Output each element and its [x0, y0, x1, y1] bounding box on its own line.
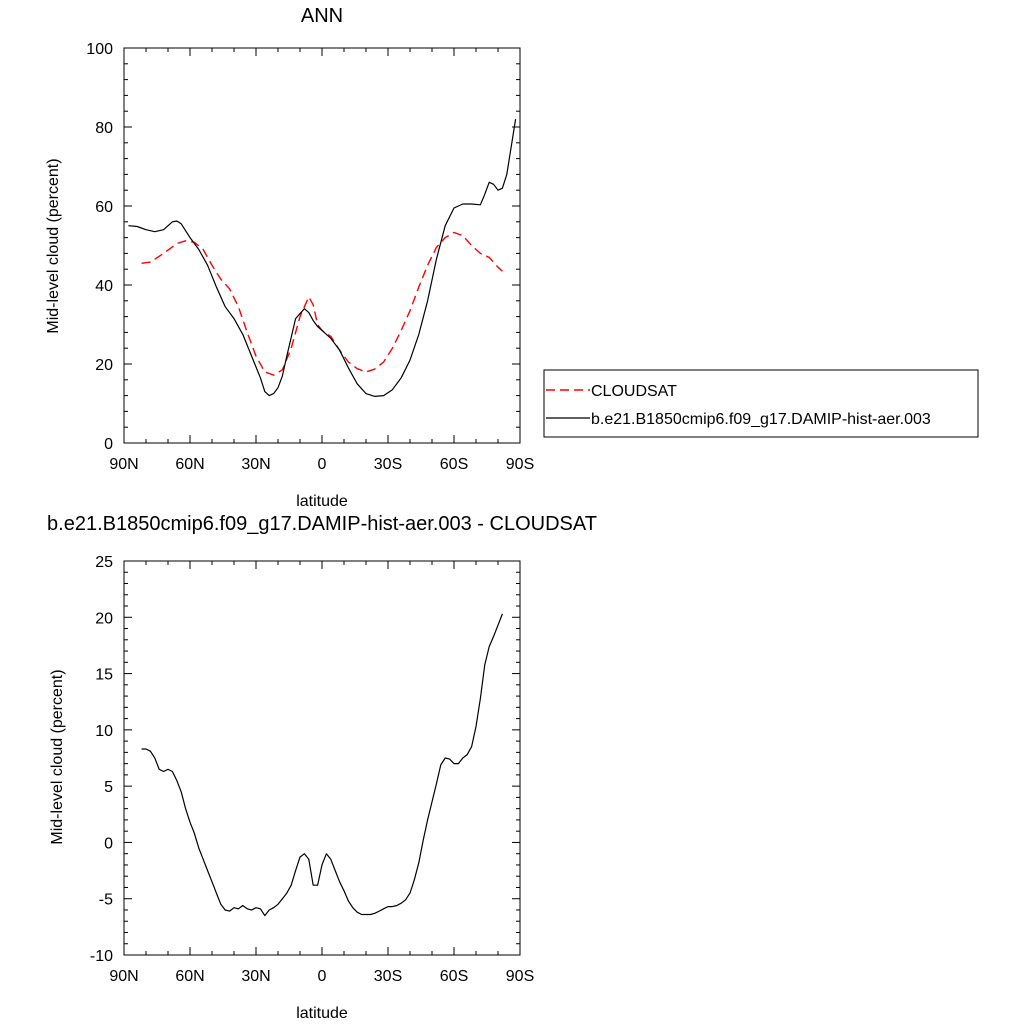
top-chart: ANN 90N 60N 30N 0 30S 60S 90S 0 20 40 60 80 100 lati… [45, 5, 534, 510]
y-tick-label: 0 [104, 835, 113, 852]
chart-title: b.e21.B1850cmip6.f09_g17.DAMIP-hist-aer.… [47, 513, 597, 535]
y-tick-label: 25 [95, 554, 113, 571]
y-tick-label: 0 [104, 436, 113, 453]
series-line-cloudsat [141, 231, 503, 376]
legend-box [543, 369, 979, 438]
y-tick-label: 20 [95, 357, 113, 374]
x-tick-label: 90N [109, 968, 138, 985]
y-tick-label: 100 [86, 41, 113, 58]
y-tick-label: 60 [95, 199, 113, 216]
y-tick-label: 80 [95, 120, 113, 137]
x-tick-label: 30S [374, 968, 402, 985]
x-tick-label: 30S [374, 456, 402, 473]
y-axis-label: Mid-level cloud (percent) [45, 158, 62, 333]
x-tick-label: 30N [241, 968, 270, 985]
x-tick-label: 60N [175, 968, 204, 985]
x-tick-label: 90S [506, 456, 534, 473]
x-tick-label: 0 [318, 456, 327, 473]
x-tick-label: 60S [440, 968, 468, 985]
legend: CLOUDSAT b.e21.B1850cmip6.f09_g17.DAMIP-… [543, 369, 979, 438]
x-tick-label: 30N [241, 456, 270, 473]
y-tick-label: -10 [90, 948, 113, 965]
y-tick-label: -5 [99, 892, 113, 909]
plot-area: 90N 60N 30N 0 30S 60S 90S -10 -5 0 5 10 15 20 25 [90, 554, 534, 985]
series-line-difference-0 [141, 613, 503, 917]
x-axis-label: latitude [296, 1005, 348, 1022]
x-tick-label: 90N [109, 456, 138, 473]
y-tick-label: 40 [95, 278, 113, 295]
legend-label-cloudsat: CLOUDSAT [591, 383, 677, 400]
y-tick-label: 5 [104, 779, 113, 796]
x-tick-label: 0 [318, 968, 327, 985]
legend-label-model: b.e21.B1850cmip6.f09_g17.DAMIP-hist-aer.… [591, 411, 931, 428]
x-tick-label: 90S [506, 968, 534, 985]
y-tick-label: 20 [95, 610, 113, 627]
y-tick-label: 15 [95, 667, 113, 684]
plot-frame [123, 560, 521, 956]
x-tick-label: 60N [175, 456, 204, 473]
series-line-b-e21-b1850cmip6-f09-g17-damip-hist-aer-003 [128, 119, 517, 397]
x-axis-label: latitude [296, 493, 348, 510]
x-tick-label: 60S [440, 456, 468, 473]
bottom-chart: b.e21.B1850cmip6.f09_g17.DAMIP-hist-aer.… [47, 513, 597, 1022]
plot-area: 90N 60N 30N 0 30S 60S 90S 0 20 40 60 80 100 [86, 41, 534, 473]
plot-frame [123, 47, 521, 444]
y-axis-label: Mid-level cloud (percent) [49, 669, 66, 844]
y-tick-label: 10 [95, 723, 113, 740]
chart-title: ANN [301, 5, 343, 27]
